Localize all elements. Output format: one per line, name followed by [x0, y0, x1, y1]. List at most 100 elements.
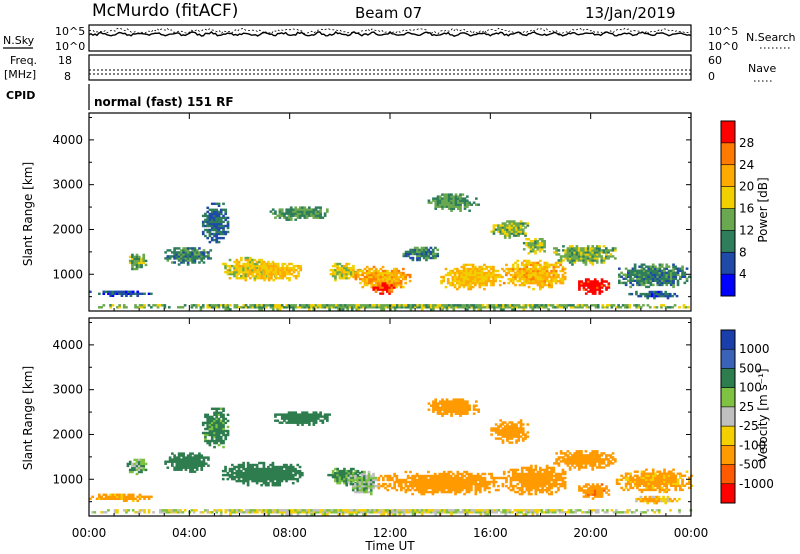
echo-cell: [507, 267, 511, 271]
echo-cell: [574, 509, 578, 512]
echo-cell: [515, 222, 518, 225]
echo-cell: [506, 511, 510, 514]
echo-cell: [215, 409, 219, 413]
echo-cell: [221, 262, 225, 266]
echo-cell: [285, 475, 288, 479]
echo-cell: [502, 511, 505, 514]
echo-cell: [425, 306, 429, 309]
echo-cell: [251, 463, 254, 467]
echo-cell: [222, 419, 225, 423]
echo-cell: [276, 264, 280, 268]
echo-cell: [224, 511, 228, 514]
echo-cell: [508, 431, 512, 434]
echo-cell: [249, 266, 252, 270]
echo-cell: [492, 224, 496, 227]
echo-cell: [111, 493, 115, 497]
echo-cell: [191, 464, 194, 467]
echo-cell: [280, 208, 284, 211]
echo-cell: [548, 265, 551, 269]
echo-cell: [536, 275, 540, 279]
echo-cell: [274, 264, 278, 268]
echo-cell: [210, 306, 214, 309]
echo-cell: [563, 306, 566, 309]
echo-cell: [292, 411, 295, 414]
echo-cell: [180, 249, 183, 252]
echo-cell: [237, 277, 241, 280]
echo-cell: [445, 199, 449, 202]
echo-cell: [389, 304, 392, 307]
echo-cell: [475, 404, 478, 407]
echo-cell: [256, 511, 259, 514]
echo-cell: [326, 304, 329, 307]
echo-cell: [166, 259, 170, 262]
echo-cell: [363, 474, 366, 478]
echo-cell: [210, 226, 214, 230]
echo-cell: [605, 257, 608, 260]
echo-cell: [292, 413, 295, 416]
echo-cell: [281, 277, 285, 280]
echo-cell: [654, 271, 657, 275]
echo-cell: [486, 513, 489, 516]
echo-cell: [310, 413, 313, 416]
echo-cell: [422, 252, 426, 256]
echo-cell: [420, 482, 424, 486]
echo-cell: [447, 472, 451, 476]
echo-cell: [363, 277, 367, 281]
echo-cell: [346, 304, 350, 307]
echo-cell: [575, 259, 579, 262]
echo-cell: [137, 259, 141, 263]
echo-cell: [456, 269, 459, 273]
echo-cell: [436, 408, 440, 411]
echo-cell: [276, 277, 280, 280]
echo-cell: [619, 511, 623, 514]
freq-label-line2: [MHz]: [4, 68, 36, 81]
echo-cell: [450, 408, 453, 411]
echo-cell: [438, 472, 442, 476]
echo-cell: [345, 274, 349, 278]
echo-cell: [511, 478, 515, 482]
echo-cell: [486, 509, 489, 512]
echo-cell: [298, 417, 302, 420]
echo-cell: [391, 511, 395, 514]
echo-cell: [133, 458, 137, 462]
echo-cell: [515, 511, 519, 514]
echo-cell: [436, 199, 440, 202]
echo-cell: [658, 283, 662, 287]
echo-cell: [542, 304, 546, 307]
echo-cell: [374, 286, 378, 289]
echo-cell: [120, 493, 124, 497]
echo-cell: [499, 419, 503, 422]
echo-cell: [113, 493, 117, 497]
echo-cell: [518, 478, 522, 482]
echo-cell: [344, 511, 347, 514]
echo-cell: [395, 267, 398, 271]
echo-cell: [222, 214, 225, 218]
echo-cell: [640, 263, 644, 266]
echo-cell: [508, 427, 512, 430]
echo-cell: [321, 415, 325, 418]
echo-cell: [475, 304, 478, 307]
echo-cell: [466, 195, 469, 198]
echo-cell: [274, 272, 278, 276]
echo-cell: [340, 477, 344, 481]
echo-cell: [460, 269, 464, 273]
echo-cell: [287, 212, 291, 215]
echo-cell: [308, 206, 311, 209]
echo-cell: [208, 415, 212, 419]
echo-cell: [371, 306, 374, 309]
echo-cell: [418, 509, 422, 512]
echo-cell: [674, 271, 678, 275]
echo-cell: [175, 251, 179, 254]
echo-cell: [294, 277, 298, 280]
echo-cell: [314, 413, 318, 416]
echo-cell: [384, 304, 388, 307]
echo-cell: [451, 269, 455, 273]
echo-cell: [136, 511, 140, 514]
station-title: McMurdo (fitACF): [92, 1, 238, 21]
echo-cell: [104, 511, 108, 514]
echo-cell: [379, 474, 383, 478]
echo-cell: [420, 486, 424, 490]
echo-cell: [562, 245, 565, 248]
echo-cell: [104, 290, 108, 294]
echo-cell: [210, 202, 214, 206]
